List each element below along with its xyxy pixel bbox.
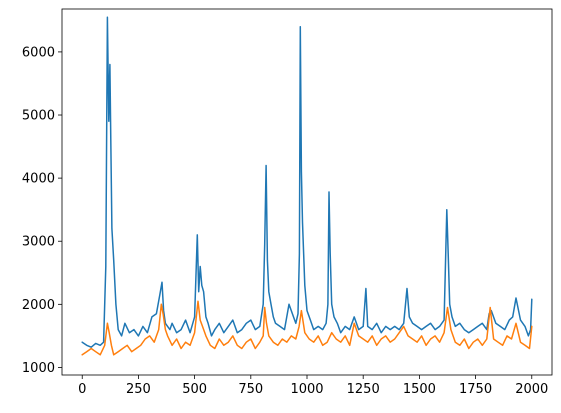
y-tick-label: 4000 [22,172,55,187]
x-tick-label: 1000 [290,382,323,397]
x-tick-label: 500 [182,382,207,397]
y-tick-label: 2000 [22,298,55,313]
x-tick-label: 0 [78,382,86,397]
y-tick-label: 3000 [22,235,55,250]
y-tick-label: 6000 [22,45,55,60]
x-tick-label: 1750 [459,382,492,397]
x-tick-label: 750 [238,382,263,397]
x-tick-label: 1500 [403,382,436,397]
y-tick-label: 1000 [22,361,55,376]
x-tick-label: 250 [126,382,151,397]
x-tick-label: 2000 [515,382,548,397]
y-tick-label: 5000 [22,109,55,124]
x-tick-label: 1250 [347,382,380,397]
